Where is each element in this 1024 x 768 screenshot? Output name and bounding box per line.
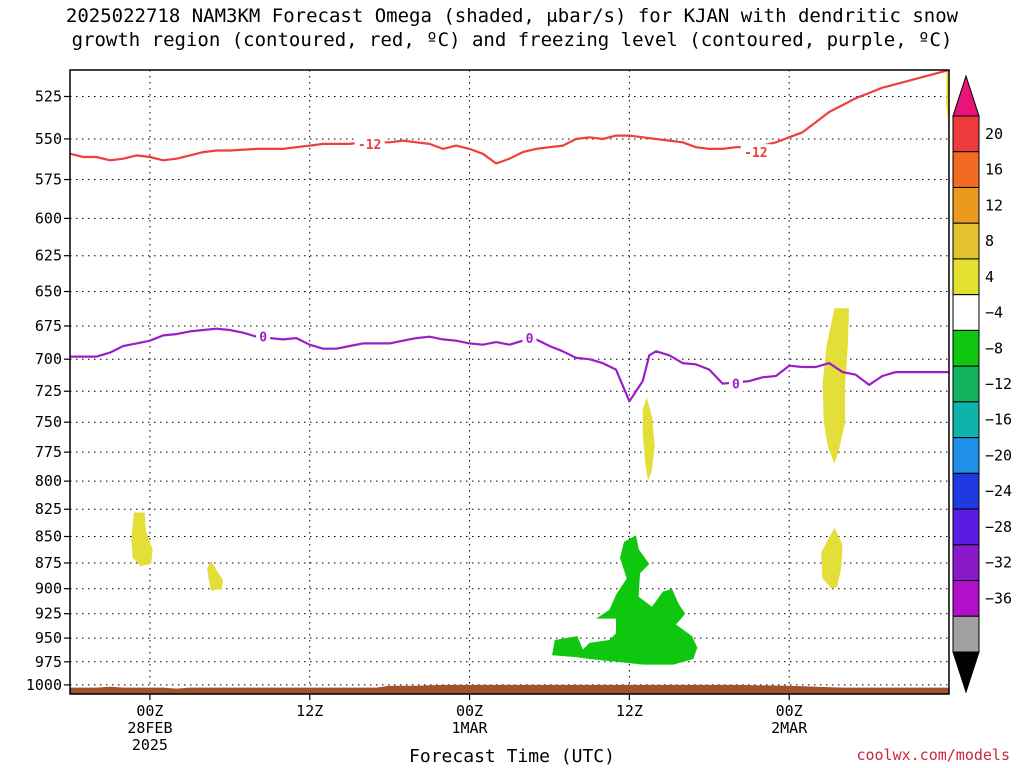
colorbar-label: −4 [985,304,1003,322]
colorbar-band [952,186,980,224]
colorbar-label: −32 [985,554,1012,572]
x-tick-label: 00Z [136,702,163,720]
colorbar-band [952,508,980,546]
colorbar-label: −12 [985,375,1012,393]
x-tick-label: 00Z [776,702,803,720]
y-tick-label: 875 [35,554,62,572]
colorbar-label: 16 [985,161,1003,179]
colorbar-band [952,437,980,474]
y-tick-label: 625 [35,247,62,265]
colorbar-label: −36 [985,589,1012,607]
colorbar-label: 12 [985,196,1003,214]
terrain-fill [70,684,949,694]
y-tick-label: 675 [35,317,62,335]
terrain-layer [70,684,949,694]
colorbar-label: 4 [985,268,994,286]
y-tick-label: 775 [35,443,62,461]
contour-label: -12 [744,146,767,161]
x-tick-label: 12Z [296,702,323,720]
temperature-contours: -12 -12 0 0 0 [70,70,949,403]
y-tick-label: 525 [35,87,62,105]
contour-label: 0 [526,332,534,347]
plot-background [70,70,949,694]
y-tick-label: 1000 [26,676,62,694]
y-tick-label: 825 [35,500,62,518]
x-tick-label: 2025 [132,736,168,754]
y-tick-label: 800 [35,472,62,490]
x-tick-label: 2MAR [771,719,808,737]
y-axis-ticks: 525 550 575 600 625 650 675 700 725 750 775 800 825 8… [26,87,70,694]
colorbar-label: 8 [985,232,994,250]
omega-pos-yellow-4 [822,308,850,464]
colorbar-label: −8 [985,339,1003,357]
colorbar-band [952,544,980,582]
colorbar-band [952,151,980,188]
omega-shading [131,70,949,665]
contour-label-bg [740,144,771,161]
chart-title: 2025022718 NAM3KM Forecast Omega (shaded… [0,4,1024,52]
omega-neg-green-1 [552,535,698,665]
y-tick-label: 850 [35,527,62,545]
colorbar-label: 20 [985,125,1003,143]
x-tick-label: 00Z [456,702,483,720]
contour-label-bg [354,135,385,152]
y-tick-label: 925 [35,605,62,623]
y-tick-label: 600 [35,209,62,227]
y-tick-label: 550 [35,130,62,148]
colorbar: 20 16 12 8 4 −4 −8 −12 −16 −20 −24 −28 −32 −36 [952,74,1012,694]
colorbar-label: −28 [985,518,1012,536]
credit-text: coolwx.com/models [856,746,1010,764]
contour-line--12 [70,70,949,165]
title-line-1: 2025022718 NAM3KM Forecast Omega (shaded… [65,5,959,27]
omega-pos-yellow-1 [131,512,153,567]
x-tick-label: 12Z [616,702,643,720]
colorbar-band [952,258,980,296]
x-tick-label: 1MAR [451,719,488,737]
colorbar-band [952,115,980,153]
contour-label: 0 [732,378,740,393]
y-tick-label: 575 [35,171,62,189]
y-tick-label: 725 [35,382,62,400]
colorbar-band [952,294,980,331]
colorbar-band [952,365,980,403]
y-tick-label: 950 [35,629,62,647]
colorbar-band [952,472,980,510]
colorbar-label: −16 [985,411,1012,429]
contour-line-0 [70,327,949,403]
colorbar-label: −24 [985,482,1012,500]
colorbar-label: −20 [985,446,1012,464]
colorbar-band [952,615,980,653]
colorbar-min-triangle [952,651,980,694]
omega-pos-yellow-3 [642,397,655,482]
contour-label: 0 [259,331,267,346]
omega-pos-yellow-2 [207,560,224,591]
y-tick-label: 975 [35,653,62,671]
contour-label: -12 [358,138,381,153]
x-tick-label: 28FEB [127,719,172,737]
omega-pos-yellow-5 [821,527,843,589]
plot-frame [69,69,950,695]
contour-label-bg [728,375,743,392]
y-tick-label: 750 [35,413,62,431]
colorbar-band [952,329,980,367]
colorbar-band [952,222,980,260]
y-tick-label: 700 [35,350,62,368]
x-axis-title: Forecast Time (UTC) [409,746,615,767]
colorbar-band [952,580,980,617]
title-line-2: growth region (contoured, red, ºC) and f… [71,29,953,51]
y-tick-label: 650 [35,283,62,301]
y-tick-label: 900 [35,580,62,598]
colorbar-max-triangle [952,74,980,117]
colorbar-band [952,401,980,439]
contour-label-bg [522,330,537,347]
contour-label-bg [256,328,271,345]
gridlines [70,70,949,694]
